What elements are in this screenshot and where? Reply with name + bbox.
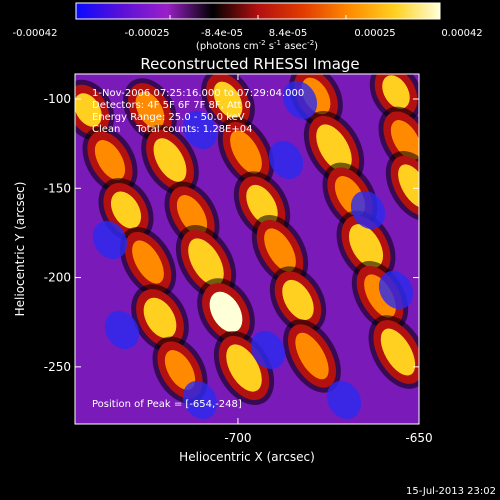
x-tick-label: -700: [224, 431, 251, 445]
y-tick-label: -250: [44, 360, 71, 374]
y-tick-label: -200: [44, 271, 71, 285]
x-tick-label: -650: [405, 431, 432, 445]
plot-title: Reconstructed RHESSI Image: [140, 55, 359, 73]
colorbar-ticks: [75, 15, 441, 19]
footer-timestamp: 15-Jul-2013 23:02: [406, 486, 496, 497]
annotation-energy-range: Energy Range: 25.0 - 50.0 keV: [92, 112, 245, 123]
y-axis-label: Heliocentric Y (arcsec): [13, 182, 27, 317]
colorbar-tick-label: 8.4e-05: [269, 28, 307, 39]
colorbar-tick-label: -8.4e-05: [201, 28, 243, 39]
colorbar-tick-label: 0.00025: [354, 28, 395, 39]
annotation-detectors: Detectors: 4F 5F 6F 7F 8F, Att 0: [92, 100, 251, 111]
colorbar-tick-label: -0.00042: [13, 28, 58, 39]
colorbar-tick-labels: -0.00042 -0.00025 -8.4e-05 8.4e-05 0.000…: [13, 28, 483, 39]
y-tick-label: -100: [44, 92, 71, 106]
annotation-clean-counts: Clean Total counts: 1.28E+04: [92, 124, 252, 135]
image-annotations: 1-Nov-2006 07:25:16.000 to 07:29:04.000 …: [92, 88, 304, 410]
annotation-time-range: 1-Nov-2006 07:25:16.000 to 07:29:04.000: [92, 88, 304, 99]
x-axis-label: Heliocentric X (arcsec): [179, 450, 315, 464]
colorbar-unit-label: (photons cm-2 s-1 asec-2): [196, 39, 318, 52]
plot-frame: [74, 73, 420, 425]
peak-position-label: Position of Peak = [-654,-248]: [92, 399, 242, 410]
colorbar-tick-label: -0.00025: [125, 28, 170, 39]
y-axis: -100 -150 -200 -250: [44, 92, 419, 374]
y-tick-label: -150: [44, 181, 71, 195]
x-axis: -700-650-600: [224, 74, 433, 445]
rhessi-image: [75, 74, 419, 424]
colorbar-tick-label: 0.00042: [441, 28, 482, 39]
